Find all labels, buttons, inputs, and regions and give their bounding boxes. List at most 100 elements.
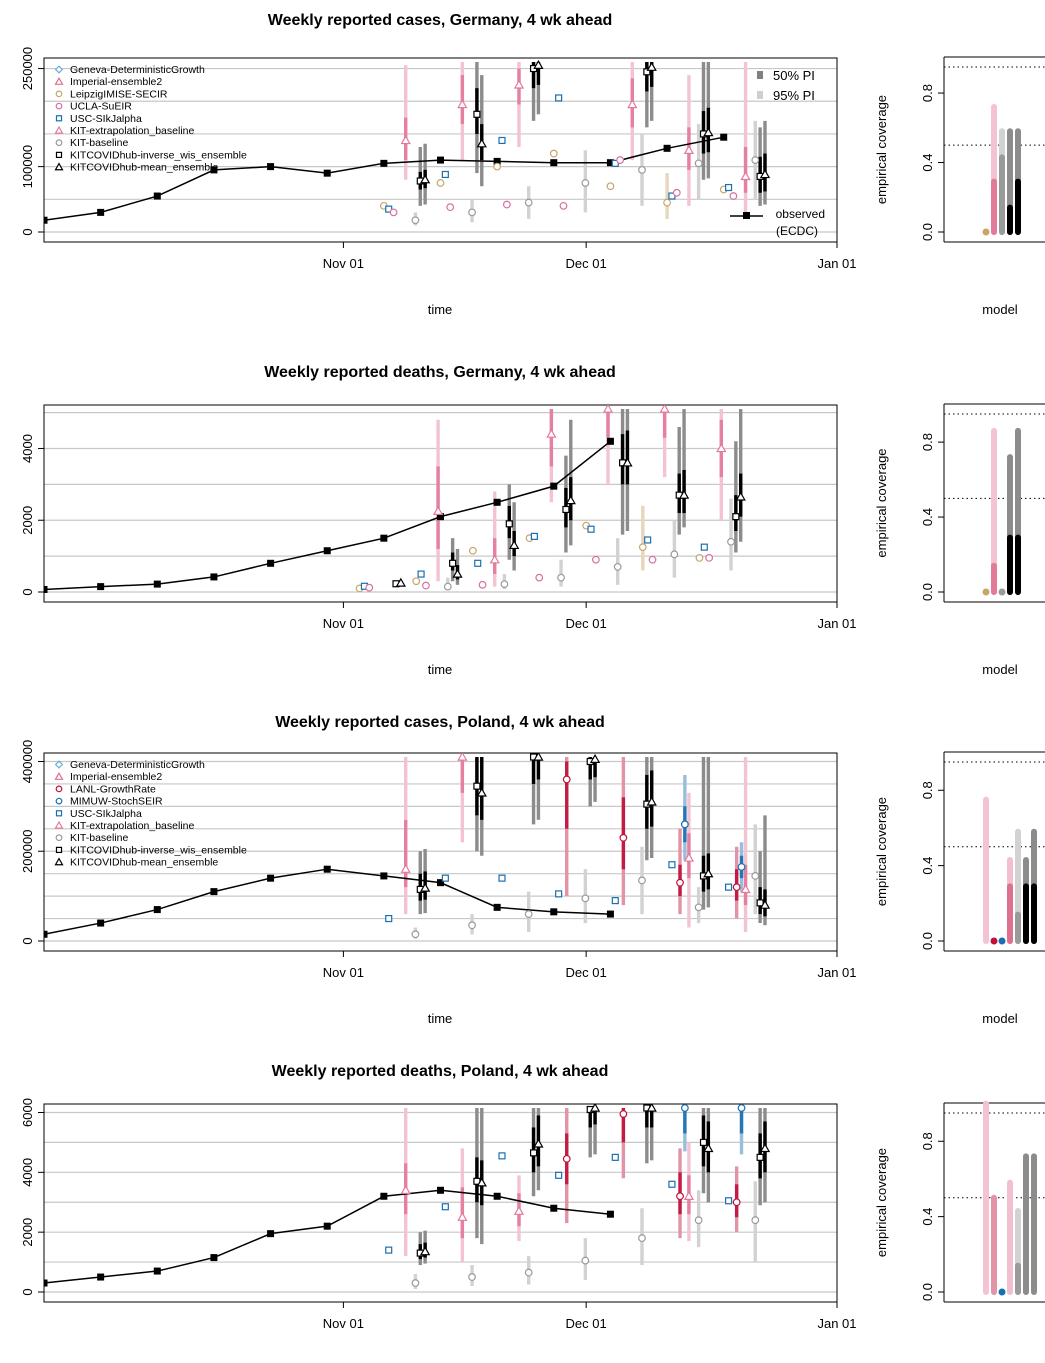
forecast-point	[611, 897, 619, 905]
forecast-point	[611, 1153, 619, 1161]
coverage-y-axis-label: empirical coverage	[874, 797, 889, 906]
legend-label: KITCOVIDhub-inverse_wis_ensemble	[70, 844, 247, 856]
observed-point	[606, 159, 614, 167]
y-tick-label: 0	[20, 588, 35, 595]
forecast-point	[412, 577, 421, 586]
observed-point	[153, 580, 161, 588]
observed-point	[550, 908, 558, 916]
forecast-point	[638, 876, 646, 885]
observed-point	[606, 437, 614, 445]
y-tick-label: 0	[20, 228, 35, 235]
forecast-point	[457, 99, 468, 109]
y-tick-label: 400000	[20, 740, 35, 783]
forecast-point	[589, 753, 601, 763]
forecast-point	[646, 796, 657, 806]
x-tick-label: Jan 01	[817, 965, 856, 980]
pi-50-swatch	[757, 71, 763, 79]
forecast-point	[619, 1110, 628, 1118]
legend-label: KITCOVIDhub-mean_ensemble	[70, 857, 218, 869]
forecast-point	[759, 169, 771, 179]
forecast-point	[557, 573, 565, 582]
observed-point	[44, 1279, 48, 1287]
observed-point	[437, 1186, 444, 1194]
observed-point	[493, 157, 501, 165]
forecast-point	[562, 775, 571, 784]
observed-legend-source: (ECDC)	[776, 224, 818, 238]
forecast-point	[759, 899, 771, 909]
forecast-point	[502, 200, 511, 209]
forecast-point	[476, 787, 487, 797]
forecast-point	[489, 554, 500, 564]
coverage-x-axis-label: model	[982, 302, 1018, 317]
forecast-point	[524, 910, 533, 918]
chart-marks	[44, 753, 771, 939]
x-tick-label: Dec 01	[566, 256, 607, 271]
observed-point	[606, 910, 614, 918]
forecast-point	[756, 899, 764, 907]
forecast-point	[524, 198, 533, 207]
observed-point	[493, 1192, 501, 1200]
observed-point	[606, 1210, 614, 1218]
legend-symbol	[55, 785, 63, 793]
legend-label: USC-SIkJalpha	[70, 113, 142, 125]
x-axis-label: time	[428, 1011, 453, 1026]
forecast-point	[385, 914, 393, 923]
forecast-point	[703, 868, 714, 878]
observed-point	[323, 865, 331, 873]
chart-title: Weekly reported deaths, Poland, 4 wk ahe…	[272, 1063, 609, 1080]
forecast-point	[555, 94, 563, 102]
y-tick-label: 2000	[20, 506, 35, 535]
forecast-point	[700, 543, 708, 551]
forecast-point	[565, 495, 576, 505]
legend-symbol	[55, 846, 63, 854]
x-axis-label: time	[428, 302, 453, 317]
forecast-point	[659, 405, 670, 413]
legend-label: KIT-baseline	[70, 137, 129, 149]
coverage-y-tick-label: 0.0	[920, 223, 935, 241]
forecast-point	[419, 1246, 431, 1256]
forecast-point	[680, 820, 689, 829]
pi-95-label: 95% PI	[773, 88, 815, 103]
forecast-point	[613, 562, 622, 571]
x-tick-label: Nov 01	[323, 965, 364, 980]
coverage-x-axis-label: model	[982, 662, 1018, 677]
observed-point	[550, 482, 558, 490]
observed-point	[380, 872, 388, 880]
forecast-point	[446, 203, 455, 212]
forecast-point	[500, 580, 509, 589]
observed-point	[323, 169, 331, 177]
observed-point	[44, 585, 48, 593]
x-axis-label: time	[428, 662, 453, 677]
forecast-point	[476, 138, 487, 148]
forecast-point	[395, 577, 407, 587]
forecast-point	[498, 874, 506, 882]
forecast-point	[473, 782, 481, 790]
legend-label: KITCOVIDhub-mean_ensemble	[70, 162, 218, 174]
observed-point	[97, 919, 105, 927]
observed-point	[210, 1254, 218, 1262]
x-tick-label: Jan 01	[817, 616, 856, 631]
forecast-point	[581, 894, 590, 903]
observed-point	[550, 159, 558, 167]
chart-marks	[44, 1104, 771, 1290]
forecast-point	[549, 149, 558, 158]
observed-point	[44, 216, 48, 224]
plot-frame	[43, 57, 838, 243]
legend-symbol	[54, 760, 64, 769]
y-tick-label: 4000	[20, 1158, 35, 1187]
observed-point	[493, 903, 501, 911]
forecast-point	[729, 192, 738, 200]
forecast-point	[699, 1138, 708, 1146]
chart-title: Weekly reported cases, Germany, 4 wk ahe…	[268, 12, 612, 29]
forecast-point	[694, 1216, 703, 1225]
legend-label: KITCOVIDhub-inverse_wis_ensemble	[70, 149, 247, 161]
observed-point	[437, 156, 444, 164]
forecast-point	[737, 863, 746, 871]
legend-label: UCLA-SuEIR	[70, 101, 132, 113]
forecast-point	[436, 179, 445, 187]
coverage-y-tick-label: 0.0	[920, 932, 935, 950]
observed-point	[267, 874, 275, 882]
forecast-point	[589, 1104, 601, 1112]
observed-point	[210, 573, 218, 581]
x-tick-label: Dec 01	[566, 965, 607, 980]
